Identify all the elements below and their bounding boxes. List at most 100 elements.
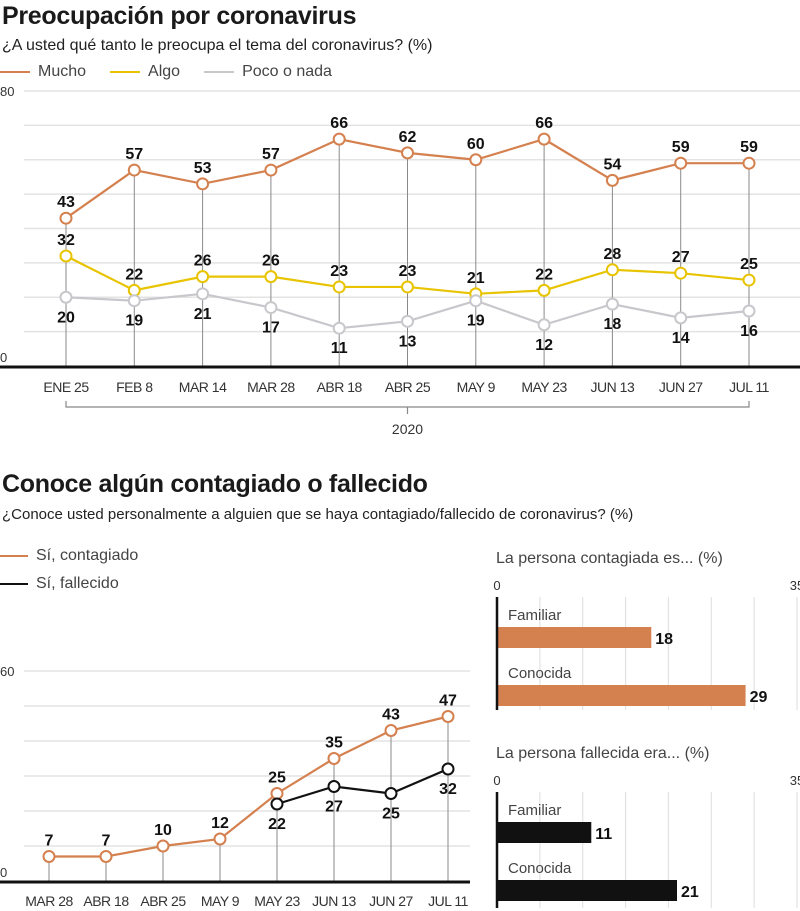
chart1-legend: Mucho Algo Poco o nada (0, 63, 356, 81)
chart1-subtitle: ¿A usted qué tanto le preocupa el tema d… (2, 37, 433, 54)
chart1-series-2-point (742, 304, 756, 318)
chart1-xtick-label: JUN 13 (591, 379, 635, 395)
chart1-series-1-point (742, 273, 756, 287)
chart2-ytick-max: 60 (0, 664, 14, 679)
bar1-bar (497, 627, 652, 648)
chart2-series-1-data-label: 27 (325, 799, 343, 816)
chart1-series-2-data-label: 11 (331, 340, 348, 357)
chart1-series-0-data-label: 62 (399, 129, 417, 146)
chart2-title: Conoce algún contagiado o fallecido (2, 470, 428, 498)
chart1-series-2-data-label: 19 (467, 313, 485, 330)
bar2-value-label: 11 (595, 826, 612, 843)
chart2-xtick-label: ABR 25 (140, 893, 186, 909)
chart1-xtick-label: ABR 18 (317, 379, 363, 395)
chart1-series-0-point (196, 177, 210, 191)
chart1-series-1-data-label: 23 (399, 263, 417, 280)
chart1-series-0-data-label: 53 (194, 160, 212, 177)
chart1-series-0-point (401, 146, 414, 160)
chart2-series-1-point (441, 762, 455, 776)
chart1-series-2-data-label: 14 (672, 330, 690, 347)
chart2-series-0-point (441, 710, 455, 723)
chart2-series-1-data-label: 25 (382, 806, 400, 823)
chart1-xgroup-label: 2020 (392, 421, 423, 437)
chart2-series-1-data-label: 22 (268, 816, 286, 833)
chart1-series-0-data-label: 66 (330, 115, 348, 132)
chart1-series-2-point (127, 294, 141, 308)
legend-label-algo: Algo (148, 63, 181, 80)
chart1-series-1-data-label: 26 (194, 253, 212, 270)
chart2-series-1-point (270, 797, 284, 811)
chart1-series-1-point (59, 249, 73, 263)
chart1-series-2-point (469, 294, 483, 308)
chart2-ytick-min: 0 (0, 865, 7, 880)
chart1-ytick-min: 0 (0, 350, 7, 365)
legend-swatch-poco-o-nada (204, 71, 235, 73)
legend-swatch-contagiado (0, 555, 28, 557)
chart1-xgroup-bracket (65, 401, 750, 414)
chart2-series-0-point (384, 724, 398, 737)
bar2-bar (497, 880, 677, 901)
bar2-xtick-max: 35 (790, 773, 800, 788)
chart2-xtick-label: MAR 28 (25, 893, 73, 909)
chart1-series-0-point (537, 132, 551, 146)
chart1-xtick-label: MAY 23 (521, 379, 567, 395)
chart1-series-0-data-label: 59 (740, 139, 758, 156)
chart2-xtick-label: MAY 23 (254, 893, 300, 909)
chart1-series-0-point (605, 173, 619, 187)
bar1-value-label: 18 (655, 631, 673, 648)
chart1-series-2-data-label: 17 (262, 320, 280, 337)
chart1-series-2-point (264, 301, 278, 315)
chart1-series-1-point (537, 283, 551, 297)
chart2-series-0-data-label: 35 (325, 735, 343, 752)
bar1-category-label: Conocida (508, 665, 572, 682)
chart1-series-0-data-label: 54 (604, 156, 622, 173)
chart2-series-0-point (270, 787, 284, 800)
chart1-series-0-point (674, 156, 688, 170)
chart1-series-1-data-label: 22 (125, 266, 143, 283)
bar1-title: La persona contagiada es... (%) (496, 550, 723, 567)
chart2-series-0-point (156, 839, 170, 853)
chart1-series-1-point (401, 280, 414, 294)
chart1-xtick-label: MAY 9 (457, 379, 496, 395)
chart2-xtick-label: MAY 9 (201, 893, 240, 909)
bar1-xtick-max: 35 (790, 578, 800, 593)
legend-label-contagiado: Sí, contagiado (36, 547, 139, 564)
bar2-xtick-min: 0 (493, 773, 500, 788)
chart2-subtitle: ¿Conoce usted personalmente a alguien qu… (2, 506, 634, 523)
chart2-series-0-point (99, 850, 113, 863)
chart2-series-0-data-label: 43 (382, 707, 400, 724)
chart2-series-1-point (327, 780, 341, 793)
chart2-series-0-data-label: 25 (268, 770, 286, 787)
chart1-series-0-point (332, 132, 346, 146)
chart2-xtick-label: JUN 27 (369, 893, 413, 909)
chart1-series-1-point (332, 280, 346, 294)
chart1-series-2-data-label: 13 (399, 333, 417, 350)
chart1-series-2-data-label: 19 (125, 313, 143, 330)
chart1-series-1-data-label: 26 (262, 253, 280, 270)
chart2-series-0-data-label: 7 (102, 833, 111, 850)
chart1-series-2-point (674, 311, 688, 325)
chart1-series-2-data-label: 20 (57, 309, 75, 326)
chart2-xtick-label: ABR 18 (83, 893, 129, 909)
chart1-series-2-data-label: 16 (740, 323, 758, 340)
chart1-series-2-point (59, 290, 73, 304)
chart1-series-2-point (332, 321, 346, 335)
chart1-series-0-point (264, 163, 278, 177)
chart1-series-0-data-label: 57 (125, 146, 143, 163)
legend-item-poco-o-nada: Poco o nada (204, 63, 332, 81)
bar2-category-label: Familiar (508, 802, 561, 819)
bar1-bar (497, 685, 746, 706)
chart1-series-1-point (605, 263, 619, 277)
chart2-series-0-line (49, 715, 449, 858)
legend-label-fallecido: Sí, fallecido (36, 575, 119, 592)
chart1-series-0-point (59, 211, 73, 225)
chart1-series-1-data-label: 28 (604, 246, 622, 263)
legend-item-mucho: Mucho (0, 63, 86, 81)
chart1-series-2-point (196, 287, 210, 301)
chart2-series-0-point (42, 850, 56, 863)
bar1-category-label: Familiar (508, 607, 561, 624)
chart2-series-0-point (327, 752, 341, 765)
chart1-series-1-point (264, 270, 278, 284)
legend-swatch-mucho (0, 71, 30, 73)
